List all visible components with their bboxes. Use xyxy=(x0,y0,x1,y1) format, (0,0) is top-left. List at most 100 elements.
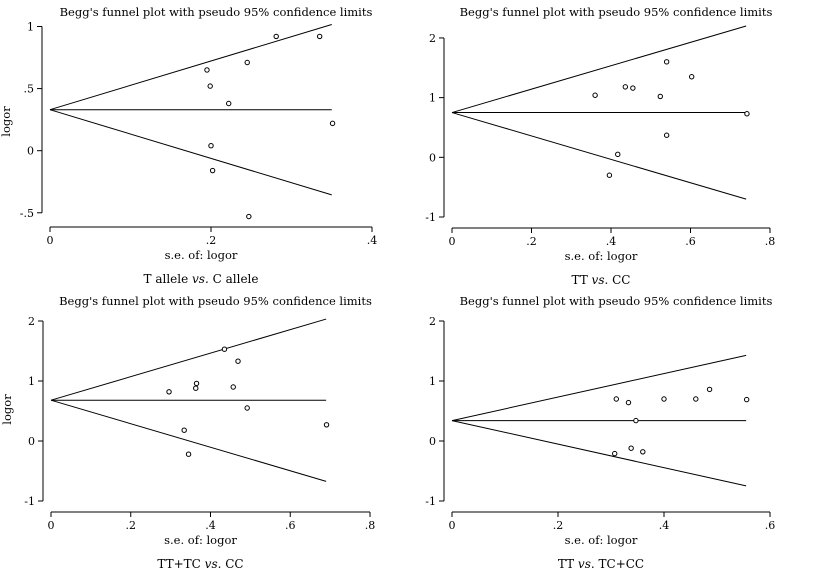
y-tick-label: 1 xyxy=(429,375,436,388)
x-tick-label: .2 xyxy=(126,519,137,532)
study-point xyxy=(615,151,621,158)
funnel-panel-tt-vs-tccc: Begg's funnel plot with pseudo 95% confi… xyxy=(401,289,840,579)
funnel-plot-svg: Begg's funnel plot with pseudo 95% confi… xyxy=(0,294,376,571)
study-point xyxy=(622,84,629,90)
study-point xyxy=(743,396,750,403)
y-tick-label: 0 xyxy=(429,151,436,164)
study-point xyxy=(630,85,636,91)
study-point xyxy=(221,346,228,352)
lower-confidence-limit-line xyxy=(50,399,327,482)
funnel-plot-svg: Begg's funnel plot with pseudo 95% confi… xyxy=(0,5,378,286)
y-tick-label: 2 xyxy=(429,315,436,328)
funnel-panel-t-vs-c: Begg's funnel plot with pseudo 95% confi… xyxy=(0,0,420,289)
study-point xyxy=(181,427,187,433)
study-point xyxy=(663,132,670,138)
x-tick-label: .2 xyxy=(553,519,564,532)
chart-title: Begg's funnel plot with pseudo 95% confi… xyxy=(460,5,773,19)
x-tick-label: .2 xyxy=(526,235,537,248)
study-point xyxy=(592,92,598,98)
upper-confidence-limit-line xyxy=(451,354,747,422)
panel-caption: TT+TC vs. CC xyxy=(157,557,243,571)
study-point xyxy=(663,59,670,65)
study-point xyxy=(244,405,250,411)
x-tick-label: 0 xyxy=(47,234,54,247)
study-point xyxy=(207,83,213,89)
lower-confidence-limit-line xyxy=(451,420,747,487)
y-tick-label: 0 xyxy=(27,145,34,158)
study-point xyxy=(208,143,214,149)
y-tick-label: -1 xyxy=(425,495,436,508)
x-tick-label: .8 xyxy=(765,235,776,248)
y-tick-label: -.5 xyxy=(20,207,34,220)
y-axis-label: logor xyxy=(0,394,14,425)
funnel-plot-svg: Begg's funnel plot with pseudo 95% confi… xyxy=(401,5,776,287)
study-point xyxy=(625,399,632,406)
study-point xyxy=(273,33,279,40)
study-point xyxy=(688,74,695,80)
funnel-panel-tt-vs-cc: Begg's funnel plot with pseudo 95% confi… xyxy=(401,0,840,289)
study-point xyxy=(657,93,663,100)
study-point xyxy=(628,445,634,451)
study-point xyxy=(640,449,646,455)
funnel-plot-svg: Begg's funnel plot with pseudo 95% confi… xyxy=(401,294,776,571)
study-point xyxy=(193,380,200,387)
study-point xyxy=(633,417,639,424)
funnel-panel-tttc-vs-cc: Begg's funnel plot with pseudo 95% confi… xyxy=(0,289,420,579)
x-tick-label: 0 xyxy=(48,519,55,532)
x-tick-label: .4 xyxy=(367,234,378,247)
x-tick-label: .2 xyxy=(206,234,217,247)
study-point xyxy=(606,172,613,178)
x-axis-label: s.e. of: logor xyxy=(565,533,638,547)
study-point xyxy=(612,450,618,457)
study-point xyxy=(226,100,232,107)
x-tick-label: .6 xyxy=(765,519,776,532)
x-tick-label: 0 xyxy=(449,235,456,248)
chart-title: Begg's funnel plot with pseudo 95% confi… xyxy=(59,294,372,308)
y-tick-label: 1 xyxy=(429,92,436,105)
y-tick-label: 2 xyxy=(429,32,436,45)
study-point xyxy=(230,384,236,390)
study-point xyxy=(613,396,620,402)
x-tick-label: .4 xyxy=(659,519,670,532)
study-point xyxy=(204,67,210,73)
study-point xyxy=(209,167,216,174)
study-point xyxy=(166,389,172,395)
y-tick-label: 2 xyxy=(28,315,35,328)
y-axis-label: logor xyxy=(0,106,13,137)
panel-caption: T allele vs. C allele xyxy=(144,272,259,286)
study-point xyxy=(246,213,252,220)
y-tick-label: 0 xyxy=(28,435,35,448)
upper-confidence-limit-line xyxy=(451,25,747,114)
x-tick-label: .6 xyxy=(685,235,696,248)
study-point xyxy=(744,111,750,117)
x-tick-label: .4 xyxy=(205,519,216,532)
study-point xyxy=(193,385,199,391)
x-tick-label: .8 xyxy=(365,519,376,532)
study-point xyxy=(329,120,336,127)
x-tick-label: .6 xyxy=(285,519,296,532)
study-point xyxy=(323,422,330,428)
study-point xyxy=(706,386,713,393)
lower-confidence-limit-line xyxy=(49,109,332,196)
x-axis-label: s.e. of: logor xyxy=(164,533,237,547)
study-point xyxy=(693,396,699,402)
study-point xyxy=(316,33,323,40)
study-point xyxy=(235,358,241,364)
chart-title: Begg's funnel plot with pseudo 95% confi… xyxy=(60,5,373,19)
y-tick-label: 0 xyxy=(429,435,436,448)
y-tick-label: -1 xyxy=(425,211,436,224)
lower-confidence-limit-line xyxy=(451,112,747,200)
panel-caption: TT vs. CC xyxy=(572,273,631,287)
chart-title: Begg's funnel plot with pseudo 95% confi… xyxy=(460,294,773,308)
x-axis-label: s.e. of: logor xyxy=(565,249,638,263)
panel-caption: TT vs. TC+CC xyxy=(558,557,644,571)
upper-confidence-limit-line xyxy=(50,318,327,401)
x-tick-label: 0 xyxy=(449,519,456,532)
study-point xyxy=(244,59,250,66)
y-tick-label: 1 xyxy=(27,20,34,33)
x-axis-label: s.e. of: logor xyxy=(165,248,238,262)
y-tick-label: -1 xyxy=(24,495,35,508)
y-tick-label: .5 xyxy=(24,83,35,96)
x-tick-label: .4 xyxy=(606,235,617,248)
study-point xyxy=(661,396,667,402)
